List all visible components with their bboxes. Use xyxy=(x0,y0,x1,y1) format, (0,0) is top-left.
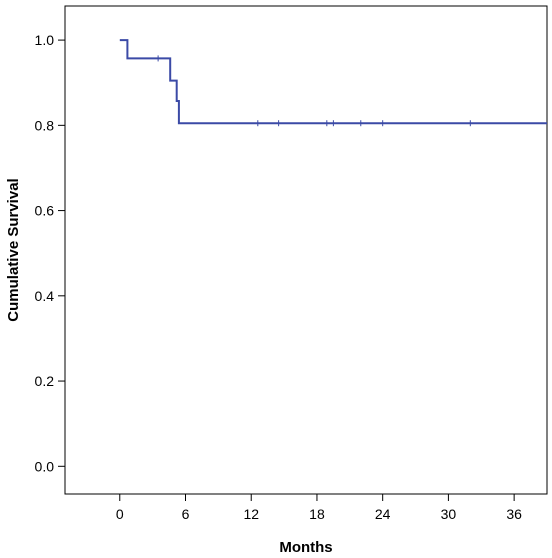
y-tick-label: 0.8 xyxy=(35,117,55,133)
axis-ticks: 0 6 12 18 24 30 36 0.0 0.2 0.4 0.6 0.8 1.0 xyxy=(35,32,523,522)
x-tick-label: 24 xyxy=(375,506,391,522)
x-tick-label: 12 xyxy=(243,506,259,522)
survival-step-line xyxy=(119,39,547,125)
y-tick-label: 0.0 xyxy=(35,458,55,474)
y-axis-title: Cumulative Survival xyxy=(5,178,22,321)
x-tick-label: 18 xyxy=(309,506,325,522)
x-tick-label: 0 xyxy=(116,506,124,522)
x-tick-label: 30 xyxy=(441,506,457,522)
y-tick-label: 1.0 xyxy=(35,32,55,48)
series-layer xyxy=(119,39,547,127)
x-axis-title: Months xyxy=(279,539,332,556)
y-tick-label: 0.6 xyxy=(35,203,55,219)
y-tick-label: 0.2 xyxy=(35,373,55,389)
y-tick-label: 0.4 xyxy=(35,288,55,304)
x-tick-label: 6 xyxy=(182,506,190,522)
x-tick-label: 36 xyxy=(506,506,522,522)
plot-frame xyxy=(64,5,548,495)
